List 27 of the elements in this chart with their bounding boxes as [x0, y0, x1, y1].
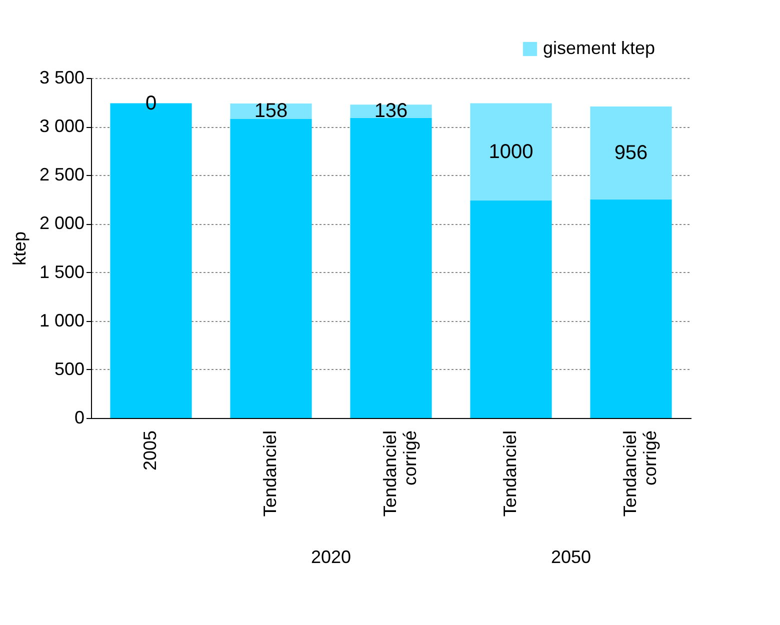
y-tick-label: 3 500 [39, 68, 84, 88]
data-label: 1000 [488, 140, 534, 163]
data-label: 956 [614, 142, 648, 164]
y-tick-label: 1 000 [39, 310, 84, 330]
bar [590, 199, 672, 418]
y-tick-label: 0 [74, 408, 84, 428]
y-tick-label: 2 500 [39, 164, 84, 185]
y-axis-title: ktep [9, 231, 30, 266]
x-tick-label: Tendanciel corrigé [620, 430, 660, 517]
x-tick-label: Tendanciel corrigé [380, 430, 420, 517]
bar [470, 200, 552, 418]
bar [350, 118, 432, 418]
bar [230, 118, 312, 418]
bar [470, 103, 552, 200]
y-tick-label: 500 [54, 358, 84, 379]
y-tick-label: 2 000 [39, 213, 84, 234]
y-tick-label: 1 500 [39, 262, 84, 282]
text: 2020 [310, 547, 352, 567]
bar [590, 106, 672, 200]
x-tick-label: Tendanciel [260, 430, 280, 517]
y-tick-label: 3 000 [39, 116, 84, 136]
data-label: 136 [374, 100, 408, 122]
legend-label: gisement ktep [543, 38, 656, 58]
text: 2050 [550, 547, 592, 567]
data-label: 158 [254, 100, 288, 122]
x-tick-label: Tendanciel [500, 430, 520, 517]
x-tick-label: 2005 [140, 430, 160, 471]
